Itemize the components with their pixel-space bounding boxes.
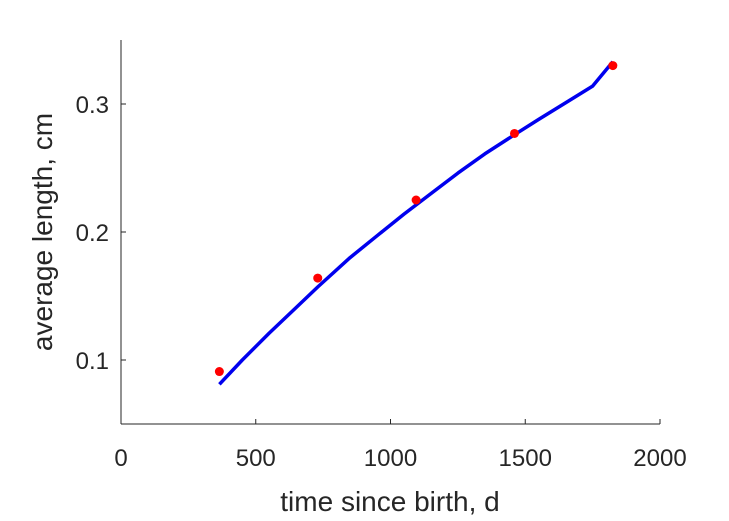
data-point bbox=[411, 195, 421, 205]
x-tick-label: 2000 bbox=[633, 445, 686, 472]
x-tick-label: 1000 bbox=[364, 445, 417, 472]
y-tick-label: 0.2 bbox=[76, 220, 109, 247]
data-point bbox=[608, 61, 618, 71]
data-point bbox=[313, 273, 323, 283]
y-axis-label: average length, cm bbox=[27, 113, 58, 351]
fit-curve-line bbox=[218, 60, 615, 386]
y-tick-label: 0.1 bbox=[76, 348, 109, 375]
axes bbox=[120, 40, 660, 425]
x-tick-label: 0 bbox=[114, 445, 127, 472]
y-tick-label: 0.3 bbox=[76, 92, 109, 119]
x-tick-label: 500 bbox=[236, 445, 276, 472]
data-point bbox=[214, 367, 224, 377]
x-axis-label: time since birth, d bbox=[280, 486, 499, 517]
y-ticks: 0.1 0.2 0.3 bbox=[76, 92, 126, 375]
x-ticks: 0 500 1000 1500 2000 bbox=[114, 419, 687, 472]
x-tick-label: 1500 bbox=[499, 445, 552, 472]
data-point bbox=[509, 128, 519, 138]
series-layer bbox=[214, 60, 618, 386]
